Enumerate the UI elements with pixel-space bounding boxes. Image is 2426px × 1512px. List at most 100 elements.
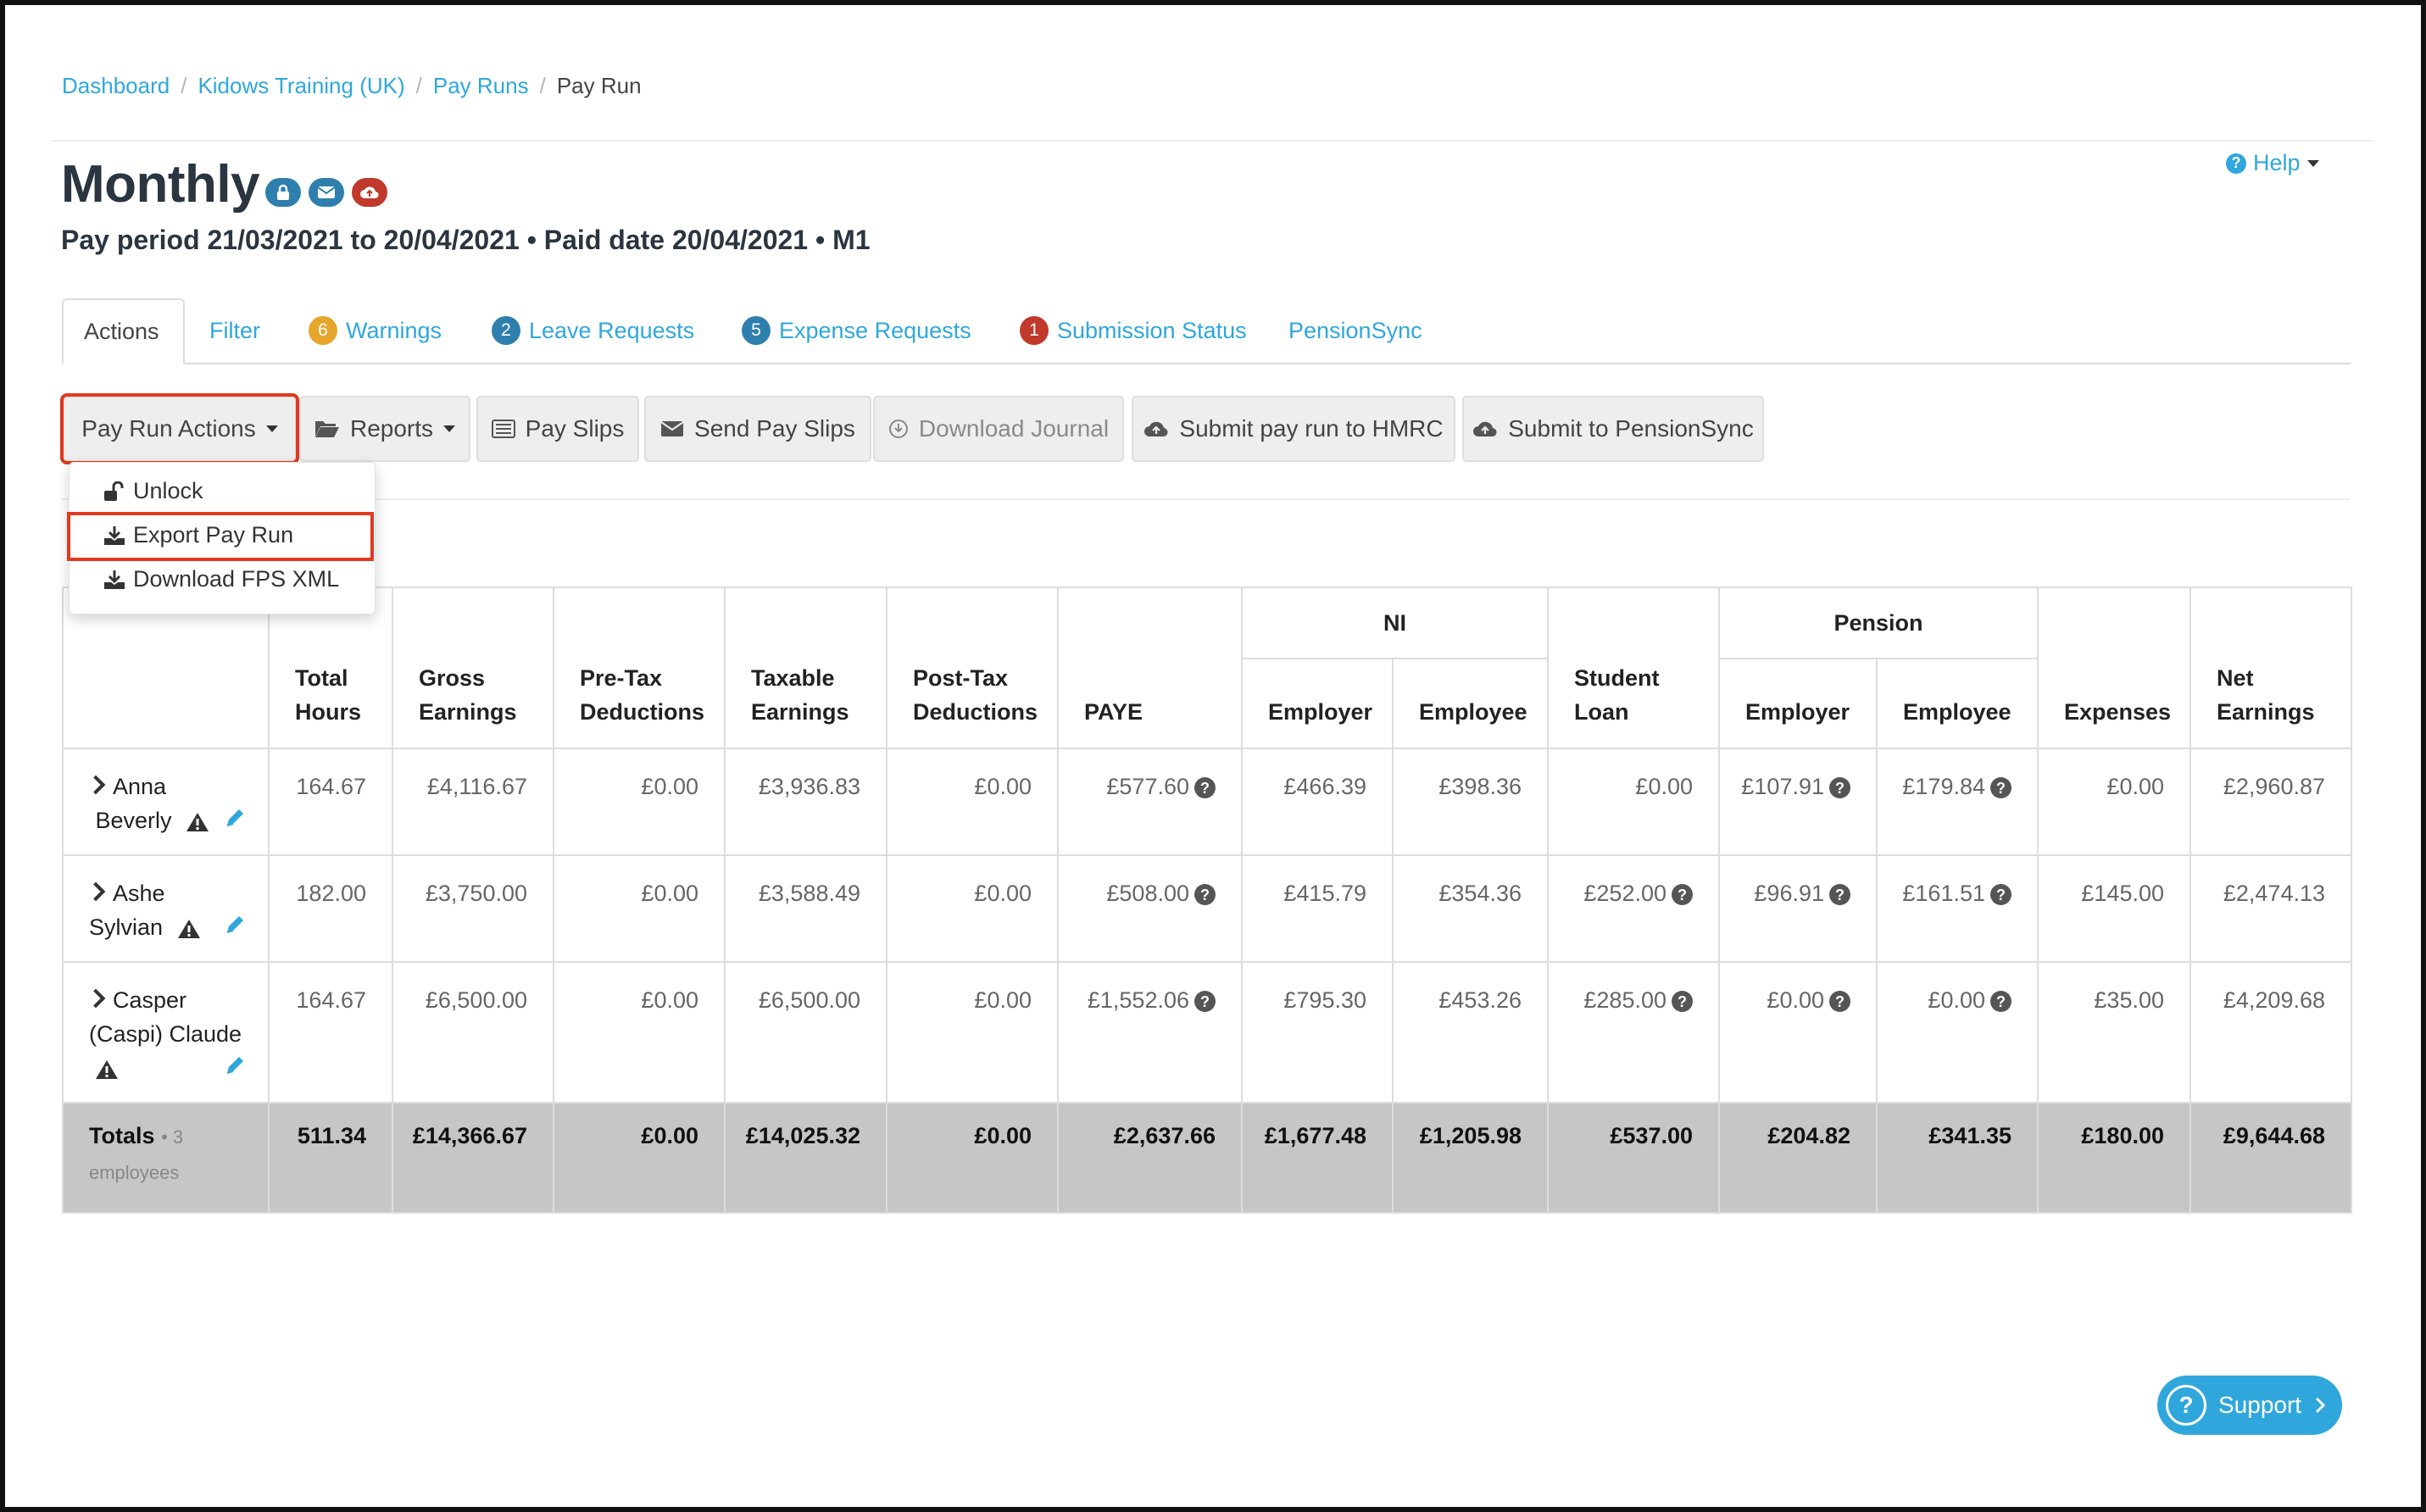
unlock-icon xyxy=(104,481,124,501)
tab-expense-requests[interactable]: 5 Expense Requests xyxy=(742,298,971,363)
question-icon[interactable]: ? xyxy=(1194,884,1216,906)
button-label: Pay Slips xyxy=(525,415,625,442)
divider xyxy=(62,498,2351,500)
tab-label: Leave Requests xyxy=(529,317,695,343)
download-icon xyxy=(104,525,125,545)
paye-total: £2,637.66 xyxy=(1057,1102,1243,1214)
warning-icon[interactable] xyxy=(185,811,210,833)
ni-group-header: NI xyxy=(1241,586,1549,659)
chevron-right-icon[interactable] xyxy=(86,775,106,795)
net-earnings-header[interactable]: Net Earnings xyxy=(2190,586,2352,749)
employee-name-cell[interactable]: Casper (Caspi) Claude xyxy=(62,961,270,1103)
ni-employee-header[interactable]: Employee xyxy=(1392,658,1549,749)
expenses-total: £180.00 xyxy=(2037,1102,2191,1214)
ni-employee-total: £1,205.98 xyxy=(1392,1102,1549,1214)
gross-earnings-cell: £3,750.00 xyxy=(392,854,554,963)
chevron-right-icon[interactable] xyxy=(86,988,106,1009)
question-icon: ? xyxy=(2226,153,2246,174)
pay-slips-button[interactable]: Pay Slips xyxy=(476,396,639,462)
warning-icon[interactable] xyxy=(94,1059,120,1081)
pension-employee-header[interactable]: Employee xyxy=(1876,658,2039,749)
question-icon[interactable]: ? xyxy=(1194,991,1216,1013)
posttax-deductions-header[interactable]: Post-Tax Deductions xyxy=(886,586,1059,749)
net-earnings-cell: £2,474.13 xyxy=(2190,854,2352,963)
send-pay-slips-button[interactable]: Send Pay Slips xyxy=(644,396,871,462)
tab-label: PensionSync xyxy=(1288,317,1422,343)
totals-row: Totals • 3 employees 511.34 £14,366.67 £… xyxy=(62,1102,2352,1214)
question-icon[interactable]: ? xyxy=(1672,884,1693,906)
tab-warnings[interactable]: 6 Warnings xyxy=(309,298,442,363)
pretax-deductions-cell: £0.00 xyxy=(553,854,726,963)
employee-name-cell[interactable]: Ashe Sylvian xyxy=(62,854,270,963)
question-icon[interactable]: ? xyxy=(1990,777,2011,799)
tab-label: Expense Requests xyxy=(779,317,971,343)
button-label: Send Pay Slips xyxy=(694,415,855,442)
question-icon[interactable]: ? xyxy=(1829,991,1850,1013)
employee-name-cell[interactable]: Anna Beverly xyxy=(62,748,270,856)
pension-employer-header[interactable]: Employer xyxy=(1718,658,1878,749)
ni-employer-cell: £466.39 xyxy=(1241,748,1394,856)
download-icon xyxy=(104,570,125,589)
paye-cell: £1,552.06? xyxy=(1057,961,1243,1103)
folder-icon xyxy=(314,421,339,437)
menu-item-export-pay-run[interactable]: Export Pay Run xyxy=(103,522,293,548)
question-icon[interactable]: ? xyxy=(1990,884,2011,906)
question-icon[interactable]: ? xyxy=(1672,991,1693,1013)
breadcrumb-separator: / xyxy=(539,73,546,98)
button-label: Pay Run Actions xyxy=(81,415,256,442)
download-journal-button[interactable]: Download Journal xyxy=(873,396,1124,462)
taxable-earnings-header[interactable]: Taxable Earnings xyxy=(724,586,887,749)
menu-item-download-fps-xml[interactable]: Download FPS XML xyxy=(103,566,339,592)
download-circle-icon xyxy=(888,420,908,438)
submit-hmrc-button[interactable]: Submit pay run to HMRC xyxy=(1132,396,1455,462)
question-icon[interactable]: ? xyxy=(1194,777,1216,799)
support-label: Support xyxy=(2218,1392,2302,1418)
tab-actions[interactable]: Actions xyxy=(62,298,185,364)
submit-pensionsync-button[interactable]: Submit to PensionSync xyxy=(1462,396,1764,462)
list-icon xyxy=(491,420,515,438)
page-title: Monthly xyxy=(61,155,260,214)
pencil-icon[interactable] xyxy=(224,914,246,936)
paye-header[interactable]: PAYE xyxy=(1057,586,1243,749)
tab-submission-status[interactable]: 1 Submission Status xyxy=(1020,298,1247,363)
total-hours-cell: 164.67 xyxy=(268,748,393,856)
ni-employer-header[interactable]: Employer xyxy=(1241,658,1394,749)
question-circle-icon: ? xyxy=(2166,1385,2206,1426)
expenses-cell: £0.00 xyxy=(2037,748,2191,856)
pretax-deductions-header[interactable]: Pre-Tax Deductions xyxy=(553,586,726,749)
pay-period-info: Pay period 21/03/2021 to 20/04/2021 • Pa… xyxy=(61,225,871,255)
chevron-right-icon[interactable] xyxy=(86,881,106,902)
tab-pensionsync[interactable]: PensionSync xyxy=(1288,298,1422,363)
tab-filter[interactable]: Filter xyxy=(209,298,260,363)
breadcrumb-dashboard[interactable]: Dashboard xyxy=(62,73,170,98)
menu-item-unlock[interactable]: Unlock xyxy=(103,478,203,504)
button-label: Submit pay run to HMRC xyxy=(1179,415,1444,442)
breadcrumb: Dashboard / Kidows Training (UK) / Pay R… xyxy=(62,73,642,99)
pension-employer-cell: £0.00? xyxy=(1718,961,1878,1103)
breadcrumb-pay-runs[interactable]: Pay Runs xyxy=(432,73,529,98)
pencil-icon[interactable] xyxy=(224,1054,246,1076)
reports-button[interactable]: Reports xyxy=(299,396,470,462)
breadcrumb-company[interactable]: Kidows Training (UK) xyxy=(198,73,405,98)
pension-employer-total: £204.82 xyxy=(1718,1102,1878,1214)
student-loan-header[interactable]: Student Loan xyxy=(1547,586,1720,749)
net-earnings-total: £9,644.68 xyxy=(2190,1102,2352,1214)
gross-earnings-header[interactable]: Gross Earnings xyxy=(392,586,554,749)
cloud-upload-icon xyxy=(352,178,387,207)
pencil-icon[interactable] xyxy=(224,807,246,829)
tab-leave-requests[interactable]: 2 Leave Requests xyxy=(492,298,694,363)
tab-label: Submission Status xyxy=(1057,317,1247,343)
help-dropdown[interactable]: ? Help xyxy=(2226,150,2319,176)
expenses-header[interactable]: Expenses xyxy=(2037,586,2191,749)
posttax-deductions-cell: £0.00 xyxy=(886,961,1059,1103)
student-loan-cell: £0.00 xyxy=(1547,748,1720,856)
question-icon[interactable]: ? xyxy=(1990,991,2011,1013)
warning-icon[interactable] xyxy=(176,918,202,940)
ni-employee-cell: £453.26 xyxy=(1392,961,1549,1103)
question-icon[interactable]: ? xyxy=(1829,884,1850,906)
posttax-deductions-total: £0.00 xyxy=(886,1102,1059,1214)
support-button[interactable]: ? Support xyxy=(2157,1376,2342,1435)
pay-run-actions-button[interactable]: Pay Run Actions xyxy=(60,393,299,464)
student-loan-cell: £252.00? xyxy=(1547,854,1720,963)
question-icon[interactable]: ? xyxy=(1829,777,1850,799)
